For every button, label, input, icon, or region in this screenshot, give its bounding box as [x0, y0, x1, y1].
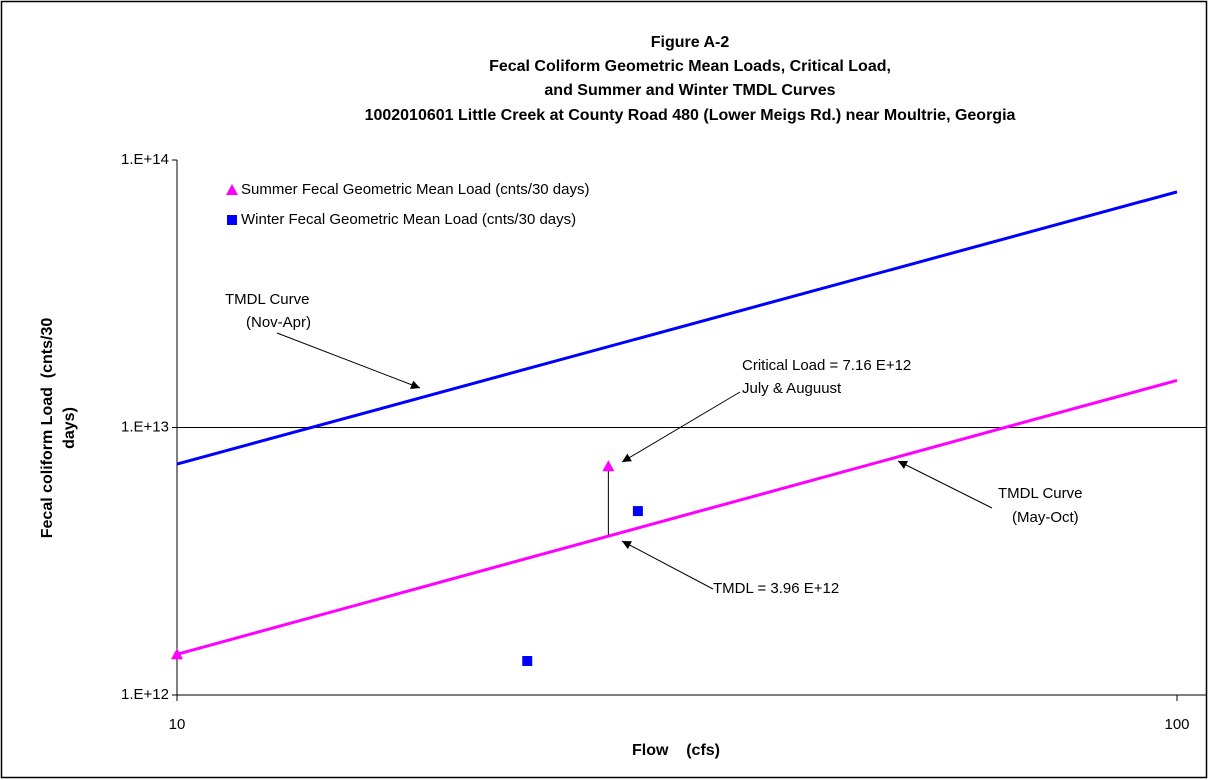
legend-label: Summer Fecal Geometric Mean Load (cnts/3… — [241, 181, 589, 198]
y-axis-label-line: Fecal coliform Load (cnts/30 — [39, 318, 56, 539]
arrow — [621, 540, 714, 590]
arrow — [621, 391, 741, 463]
y-tick-label: 1.E+13 — [121, 418, 169, 435]
chart-title: and Summer and Winter TMDL Curves — [544, 82, 835, 99]
x-tick-label: 10 — [169, 716, 186, 733]
y-tick-label: 1.E+14 — [121, 151, 169, 168]
square-marker — [522, 655, 533, 666]
arrows — [276, 332, 993, 590]
x-tick-label: 100 — [1164, 716, 1189, 733]
arrow — [276, 332, 421, 389]
annotation: TMDL = 3.96 E+12 — [713, 580, 839, 597]
triangle-marker — [171, 648, 183, 660]
annotation: July & Auguust — [742, 380, 842, 397]
y-tick-label: 1.E+12 — [121, 686, 169, 703]
tmdl-curve — [176, 190, 1178, 466]
arrow — [897, 460, 993, 509]
annotation: TMDL Curve — [225, 291, 309, 308]
annotation: (May-Oct) — [1012, 509, 1079, 526]
legend-marker — [227, 215, 237, 225]
chart-title: Figure A-2 — [651, 34, 730, 51]
legend-marker — [226, 184, 238, 195]
y-axis-label-line: days) — [61, 407, 78, 449]
y-axis-label: Fecal coliform Load (cnts/30 days) — [39, 318, 78, 539]
chart-title: 1002010601 Little Creek at County Road 4… — [365, 107, 1016, 124]
x-axis-label: Flow (cfs) — [632, 742, 720, 759]
annotation: (Nov-Apr) — [246, 314, 311, 331]
triangle-marker — [602, 460, 615, 472]
square-marker — [632, 506, 643, 517]
chart-title: Fecal Coliform Geometric Mean Loads, Cri… — [489, 58, 891, 75]
tmdl-curve — [176, 378, 1178, 656]
annotation: TMDL Curve — [998, 485, 1082, 502]
legend-label: Winter Fecal Geometric Mean Load (cnts/3… — [241, 211, 576, 228]
annotation: Critical Load = 7.16 E+12 — [742, 357, 911, 374]
